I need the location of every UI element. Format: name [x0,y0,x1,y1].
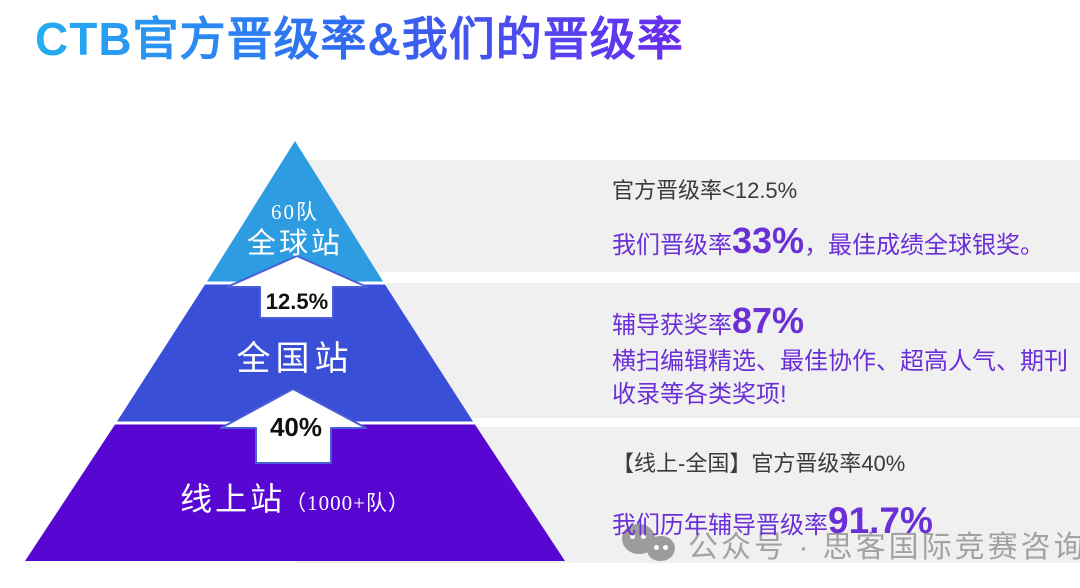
tier-online-name: 线上站 [180,481,286,517]
award-detail-line1: 横扫编辑精选、最佳协作、超高人气、期刊 [612,348,1068,375]
pyramid-tier-national-shape [116,283,474,423]
tier-global-teams: 60队 [270,200,319,224]
tier-online-teams: （1000+队） [285,491,410,515]
global-official-rate-text: 官方晋级率<12.5% [612,178,798,203]
wechat-bubble-small [647,536,675,561]
watermark: 公众号 · 思客国际竞赛咨询 [622,522,1080,566]
award-detail-line2: 收录等各类奖项! [612,381,787,408]
award-rate-value: 87% [732,300,805,341]
award-rate-prefix: 辅导获奖率 [612,312,732,339]
up-arrow-12-5-icon [226,255,368,319]
online-our-rate-prefix: 我们历年辅导晋级率 [612,512,828,539]
arrow-label-40: 40% [269,412,323,442]
online-our-rate-line: 我们历年辅导晋级率 91.7% [612,500,933,542]
pyramid-tier-online-shape [25,423,565,561]
pyramid-tier-global-shape [206,141,384,283]
background-band-top [295,160,1080,272]
tier-label-national: 全国站 [236,341,354,378]
tier-label-global: 60队 全球站 [247,199,343,263]
global-our-rate-prefix: 我们晋级率 [612,232,732,259]
wechat-icon [622,523,676,565]
wechat-bubble-large [622,524,655,554]
page-title: CTB官方晋级率&我们的晋级率 [35,10,684,70]
award-rate-line: 辅导获奖率 87% [612,300,804,342]
global-our-rate-suffix: ，最佳成绩全球银奖。 [804,232,1045,259]
global-our-rate-value: 33% [732,220,805,261]
tier-global-name: 全球站 [246,228,344,260]
watermark-text: 公众号 · 思客国际竞赛咨询 [688,531,1080,564]
tier-label-online: 线上站（1000+队） [180,474,410,520]
online-our-rate-value: 91.7% [828,500,933,541]
global-our-rate-line: 我们晋级率 33% ，最佳成绩全球银奖。 [612,220,1044,262]
online-official-rate-text: 【线上-全国】官方晋级率40% [612,451,906,476]
up-arrow-40-icon [220,388,367,464]
arrow-label-12-5: 12.5% [265,289,329,314]
